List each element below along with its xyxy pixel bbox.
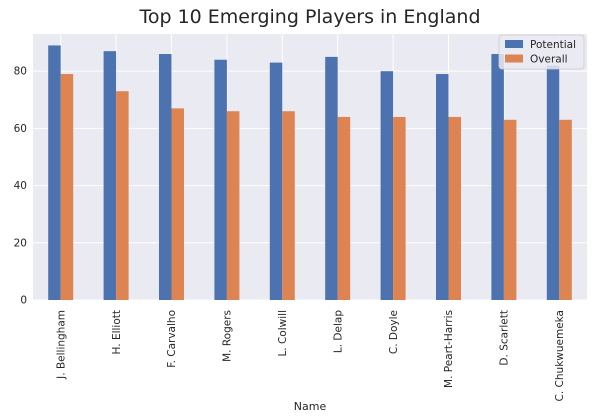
x-axis-ticks: J. Bellingham H. Elliott F. Carvalho M. Rog… <box>55 310 566 402</box>
x-tick-label: H. Elliott <box>111 310 123 354</box>
x-tick-label: C. Chukwuemeka <box>554 310 566 401</box>
bar-overall-9 <box>559 119 572 300</box>
legend: Potential Overall <box>498 34 585 70</box>
bar-potential-3 <box>214 59 227 300</box>
bar-overall-2 <box>171 108 184 300</box>
bar-overall-1 <box>116 91 129 300</box>
legend-swatch-potential <box>505 40 523 48</box>
x-tick-label: M. Rogers <box>222 310 234 362</box>
legend-label-overall: Overall <box>530 54 568 66</box>
bar-overall-5 <box>337 116 351 301</box>
bar-overall-7 <box>448 116 461 301</box>
x-tick-label: M. Peart-Harris <box>443 310 455 388</box>
bar-potential-7 <box>436 74 449 301</box>
bar-potential-5 <box>325 56 338 301</box>
y-axis-ticks: 0 20 40 60 80 <box>14 66 27 307</box>
x-tick-label: D. Scarlett <box>499 310 511 366</box>
y-tick-label: 0 <box>20 295 27 307</box>
bar-potential-8 <box>491 54 504 301</box>
y-tick-label: 60 <box>14 123 27 135</box>
x-tick-label: J. Bellingham <box>55 310 67 380</box>
bar-overall-0 <box>60 74 74 301</box>
bar-potential-6 <box>380 71 394 300</box>
bar-overall-8 <box>503 119 517 300</box>
y-tick-label: 80 <box>14 66 27 78</box>
legend-swatch-overall <box>505 54 523 63</box>
legend-label-potential: Potential <box>530 39 576 51</box>
bar-overall-6 <box>393 116 406 301</box>
x-tick-label: F. Carvalho <box>166 310 178 368</box>
chart-title: Top 10 Emerging Players in England <box>138 6 480 28</box>
bar-potential-0 <box>48 45 61 301</box>
bar-overall-4 <box>282 111 295 301</box>
x-tick-label: L. Colwill <box>277 310 289 357</box>
y-tick-label: 20 <box>14 237 27 249</box>
x-axis-label: Name <box>294 400 327 413</box>
bar-potential-9 <box>546 65 560 300</box>
bar-potential-2 <box>159 54 172 301</box>
x-tick-label: C. Doyle <box>388 310 400 354</box>
y-tick-label: 40 <box>14 180 27 192</box>
bar-potential-4 <box>269 62 283 301</box>
bar-overall-3 <box>226 111 240 301</box>
bars <box>48 45 572 301</box>
x-tick-label: L. Delap <box>332 310 344 353</box>
bar-potential-1 <box>103 51 117 301</box>
